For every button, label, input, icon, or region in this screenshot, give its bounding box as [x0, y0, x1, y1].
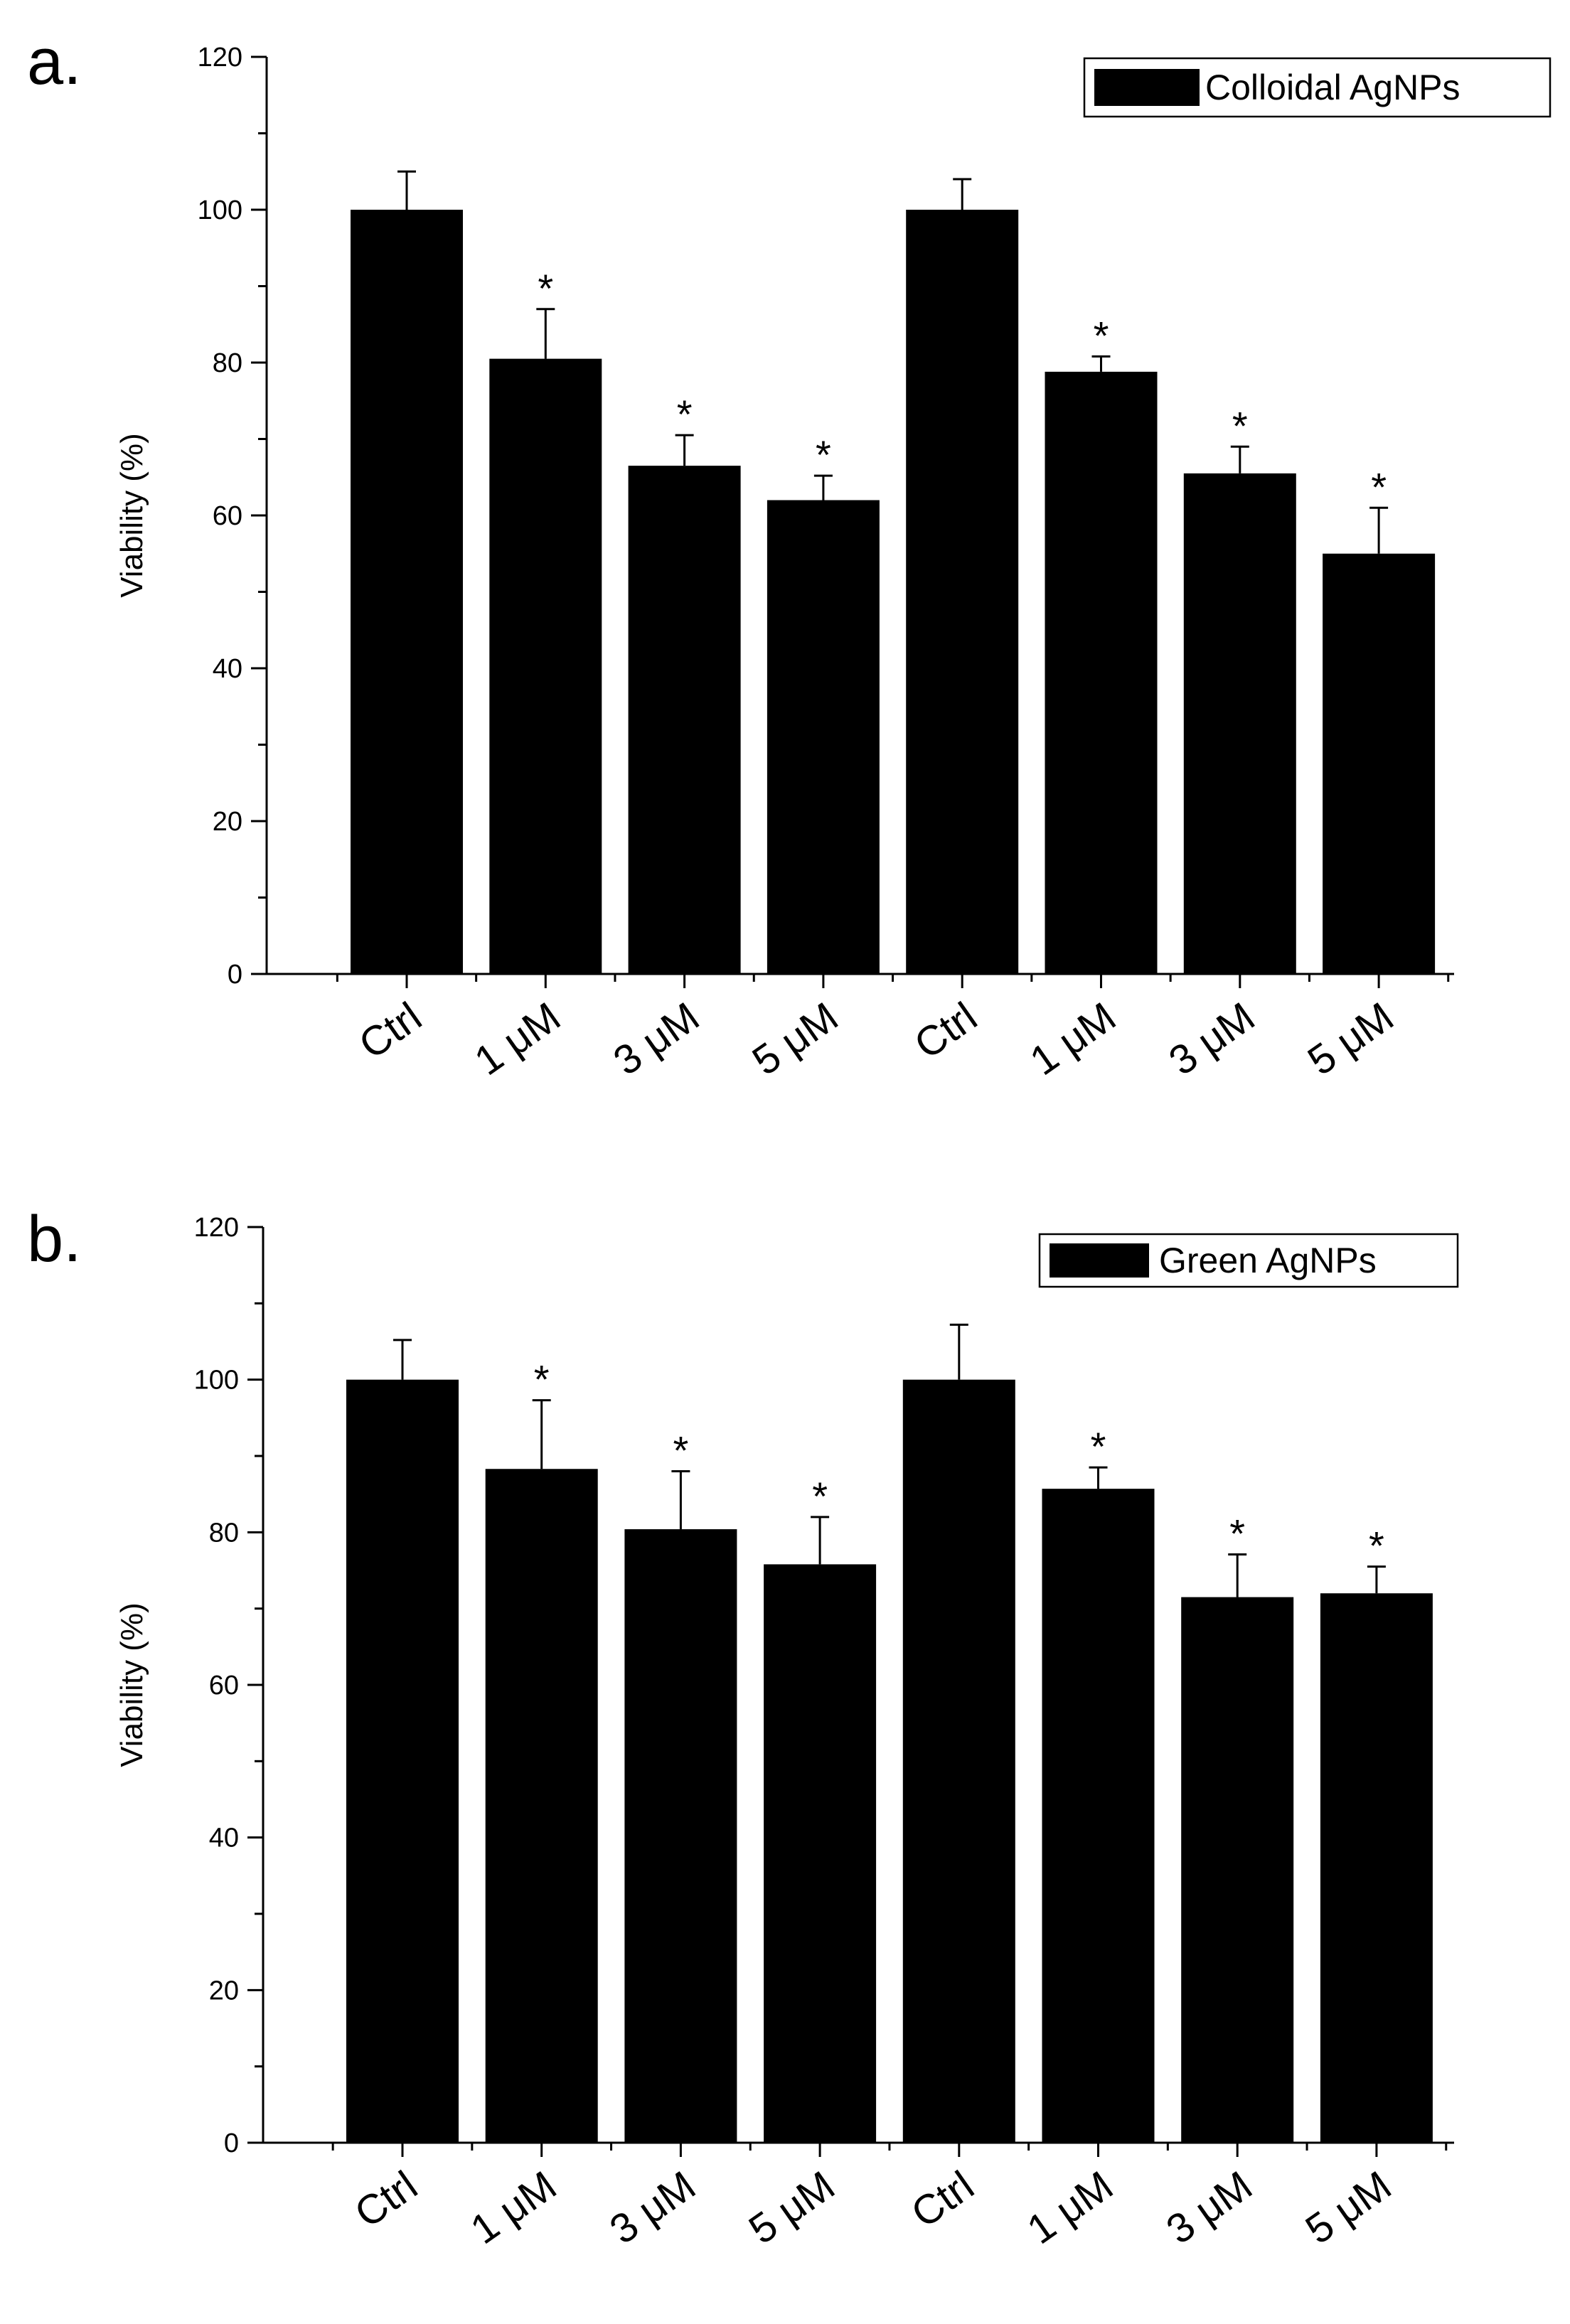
significance-marker: * — [1094, 313, 1109, 358]
category-label: Ctrl — [351, 993, 429, 1068]
legend-swatch — [1050, 1243, 1149, 1278]
y-tick-label: 60 — [209, 1671, 239, 1701]
bar — [351, 210, 463, 974]
bar — [1181, 1597, 1294, 2143]
category-label: 5 μM — [744, 993, 846, 1084]
bar — [628, 466, 741, 974]
bar — [1045, 371, 1158, 974]
category-label: 1 μM — [466, 993, 569, 1084]
category-label: 3 μM — [602, 2162, 704, 2253]
bar — [764, 1564, 877, 2143]
legend: Green AgNPs — [1038, 1233, 1459, 1288]
chart-panel-a: a. Ctrl * 1 μM * 3 μM * 5 μM Ctrl * 1 μM * 3 μM * 5 μM… — [27, 26, 1552, 1084]
category-label: Ctrl — [346, 2162, 425, 2237]
bar — [1042, 1489, 1155, 2143]
y-tick-label: 120 — [198, 43, 242, 73]
bar — [624, 1529, 737, 2143]
significance-marker: * — [677, 392, 693, 437]
y-tick-label: 80 — [213, 348, 242, 378]
bar — [906, 210, 1019, 974]
y-tick-label: 40 — [209, 1824, 239, 1853]
legend-label: Green AgNPs — [1159, 1241, 1377, 1280]
legend-label: Colloidal AgNPs — [1205, 68, 1460, 107]
bar — [485, 1469, 598, 2143]
category-label: 5 μM — [741, 2162, 843, 2253]
category-label: 1 μM — [462, 2162, 565, 2253]
category-label: 3 μM — [1160, 993, 1263, 1084]
panel-label: a. — [27, 26, 82, 98]
y-tick-label: 0 — [228, 960, 242, 990]
category-label: 5 μM — [1300, 993, 1402, 1084]
category-label: Ctrl — [906, 993, 985, 1068]
category-label: 3 μM — [1158, 2162, 1261, 2253]
category-label: 3 μM — [605, 993, 707, 1084]
y-tick-label: 60 — [213, 501, 242, 531]
y-tick-label: 20 — [213, 807, 242, 837]
significance-marker: * — [534, 1357, 550, 1402]
y-tick-label: 120 — [194, 1213, 239, 1243]
significance-marker: * — [812, 1474, 828, 1519]
bar — [346, 1379, 459, 2143]
y-tick-label: 100 — [198, 196, 242, 225]
y-tick-label: 100 — [194, 1366, 239, 1396]
significance-marker: * — [1229, 1511, 1245, 1555]
y-tick-label: 20 — [209, 1976, 239, 2006]
significance-marker: * — [1369, 1524, 1384, 1568]
category-label: 1 μM — [1022, 993, 1124, 1084]
significance-marker: * — [1091, 1424, 1106, 1469]
bar — [902, 1379, 1015, 2143]
significance-marker: * — [538, 266, 553, 311]
significance-marker: * — [1371, 464, 1387, 509]
significance-marker: * — [673, 1428, 689, 1472]
y-axis-title: Viability (%) — [114, 433, 149, 597]
y-tick-label: 80 — [209, 1518, 239, 1548]
bar — [1183, 473, 1296, 974]
bar — [767, 500, 880, 974]
significance-marker: * — [1232, 403, 1248, 448]
bar — [489, 358, 602, 974]
category-label: Ctrl — [903, 2162, 982, 2237]
y-axis-title: Viability (%) — [114, 1602, 149, 1767]
category-label: 5 μM — [1297, 2162, 1399, 2253]
legend: Colloidal AgNPs — [1083, 57, 1552, 118]
y-tick-label: 40 — [213, 654, 242, 684]
category-label: 1 μM — [1019, 2162, 1121, 2253]
panel-label: b. — [27, 1203, 82, 1275]
chart-a-svg: a. Ctrl * 1 μM * 3 μM * 5 μM Ctrl * 1 μM * 3 μM * 5 μM… — [27, 26, 1552, 1084]
legend-swatch — [1094, 69, 1200, 106]
chart-panel-b: b. Ctrl * 1 μM * 3 μM * 5 μM Ctrl * 1 μM * 3 μM * 5 μM… — [0, 1162, 1570, 2323]
significance-marker: * — [816, 432, 831, 477]
bar — [1320, 1593, 1433, 2143]
chart-b-svg: b. Ctrl * 1 μM * 3 μM * 5 μM Ctrl * 1 μM * 3 μM * 5 μM… — [27, 1203, 1459, 2253]
y-tick-label: 0 — [224, 2128, 239, 2158]
bar — [1323, 553, 1436, 974]
